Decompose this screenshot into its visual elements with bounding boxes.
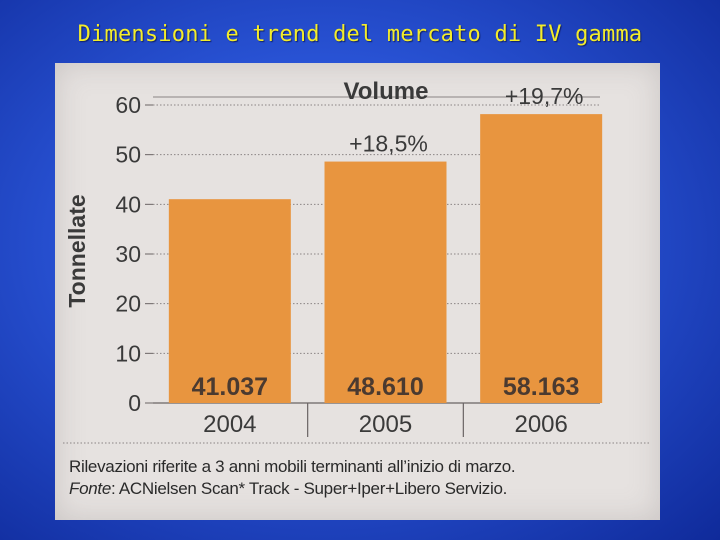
label-layer: 0 10 20 30 40 50 60 41.037 2004 48.610 2005 +18,5% 5… (115, 83, 583, 438)
y-tick-label: 20 (115, 291, 141, 317)
y-tick-label: 60 (115, 92, 141, 118)
bar (168, 199, 291, 403)
bar-value-label: 41.037 (192, 373, 268, 401)
y-tick-label: 50 (115, 142, 141, 168)
x-tick-label: 2006 (514, 411, 567, 438)
source-label: Fonte (69, 479, 111, 498)
bar-value-label: 58.163 (503, 373, 579, 401)
y-tick-label: 40 (115, 191, 141, 217)
y-axis-label: Tonnellate (64, 194, 90, 307)
bar-layer (168, 114, 603, 403)
y-tick-label: 30 (115, 241, 141, 267)
growth-label: +19,7% (505, 83, 584, 109)
chart-figure: 0 10 20 30 40 50 60 41.037 2004 48.610 2005 +18,5% 5… (55, 63, 660, 520)
bar (324, 161, 447, 403)
chart-title: Volume (344, 78, 429, 105)
bar-chart: 0 10 20 30 40 50 60 41.037 2004 48.610 2005 +18,5% 5… (63, 78, 650, 444)
x-tick-label: 2005 (359, 411, 412, 438)
note-source: Fonte: ACNielsen Scan* Track - Super+Ipe… (69, 479, 507, 499)
slide-title: Dimensioni e trend del mercato di IV gam… (77, 22, 643, 47)
note-survey-period: Rilevazioni riferite a 3 anni mobili ter… (69, 457, 516, 476)
bar-value-label: 48.610 (347, 373, 423, 401)
y-tick-label: 10 (115, 340, 141, 366)
x-tick-label: 2004 (203, 411, 256, 438)
source-text: : ACNielsen Scan* Track - Super+Iper+Lib… (110, 479, 508, 498)
growth-label: +18,5% (349, 131, 428, 157)
bar (480, 114, 603, 403)
y-tick-label: 0 (128, 390, 141, 416)
